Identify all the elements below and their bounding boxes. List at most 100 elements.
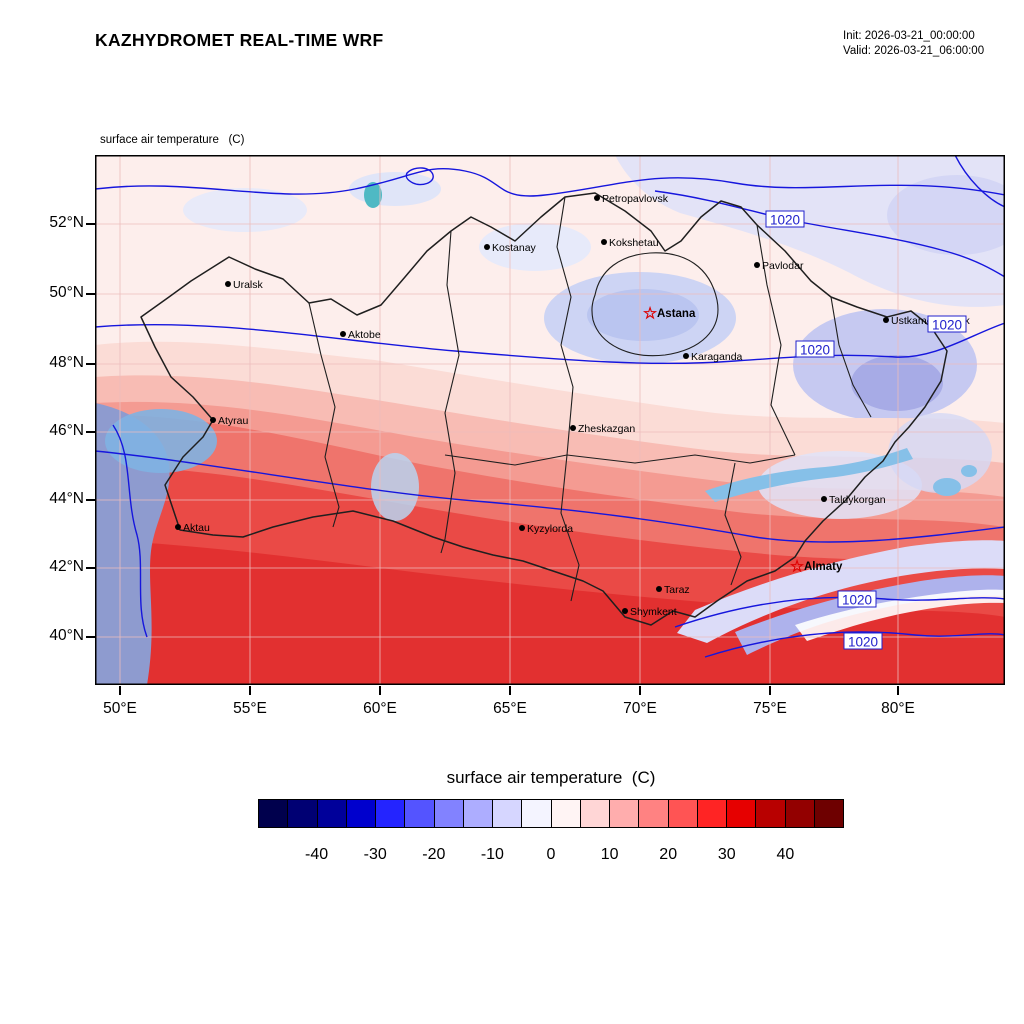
map-plot-area: Petropavlovsk Kostanay Kokshetau Pavlodar Ur…	[95, 155, 1005, 685]
y-tick-label: 40°N	[49, 627, 84, 644]
y-tick-mark	[86, 293, 95, 295]
city-dot-icon	[683, 353, 689, 359]
city-marker-taldykorgan: Taldykorgan	[821, 494, 886, 506]
y-tick-mark	[86, 431, 95, 433]
colorbar-segment	[317, 800, 347, 827]
city-marker-atyrau: Atyrau	[210, 415, 249, 427]
city-dot-icon	[622, 608, 628, 614]
init-time-label: Init: 2026-03-21_00:00:00	[843, 30, 975, 42]
star-icon: ☆	[643, 306, 658, 323]
pressure-value: 1020	[932, 318, 962, 333]
x-tick-label: 50°E	[103, 700, 137, 717]
colorbar-tick-label: -30	[363, 846, 387, 863]
city-label: Uralsk	[233, 279, 264, 291]
map-frame	[95, 155, 1005, 685]
colorbar-segment	[493, 800, 523, 827]
city-label: Almaty	[804, 561, 843, 573]
pressure-labels-layer: 1020 1020 1020 1020 1020	[765, 210, 967, 650]
y-tick-label: 46°N	[49, 422, 84, 439]
colorbar-segment	[727, 800, 757, 827]
colorbar-segment	[551, 800, 581, 827]
weather-map: Petropavlovsk Kostanay Kokshetau Pavlodar Ur…	[95, 155, 1005, 685]
pressure-contour-label: 1020	[843, 632, 883, 650]
city-marker-petropavlovsk: Petropavlovsk	[594, 193, 669, 205]
city-label: Taraz	[664, 584, 690, 596]
city-marker-kyzylorda: Kyzylorda	[519, 523, 573, 535]
y-tick-mark	[86, 567, 95, 569]
x-tick-label: 65°E	[493, 700, 527, 717]
city-label: Kostanay	[492, 242, 537, 254]
pressure-value: 1020	[842, 593, 872, 608]
colorbar-segment	[259, 800, 289, 827]
city-dot-icon	[656, 586, 662, 592]
colorbar-segment	[756, 800, 786, 827]
colorbar-title: surface air temperature (C)	[446, 768, 656, 787]
x-tick-mark	[379, 686, 381, 695]
y-tick-label: 52°N	[49, 214, 84, 231]
city-label: Shymkent	[630, 606, 677, 618]
city-dot-icon	[210, 417, 216, 423]
city-dot-icon	[225, 281, 231, 287]
city-label: Zheskazgan	[578, 423, 635, 435]
pressure-value: 1020	[770, 213, 800, 228]
x-tick-mark	[639, 686, 641, 695]
y-tick-mark	[86, 636, 95, 638]
city-marker-kostanay: Kostanay	[484, 242, 537, 254]
colorbar-segment	[346, 800, 376, 827]
colorbar-segment	[785, 800, 815, 827]
city-marker-aktobe: Aktobe	[340, 329, 381, 341]
colorbar-segment	[814, 800, 843, 827]
graticule-layer	[95, 155, 1005, 685]
field-label-temperature: surface air temperature (C)	[100, 134, 245, 146]
city-dot-icon	[754, 262, 760, 268]
colorbar-tick-label: -40	[305, 846, 329, 863]
x-tick-label: 80°E	[881, 700, 915, 717]
pressure-value: 1020	[800, 343, 830, 358]
city-label: Atyrau	[218, 415, 249, 427]
city-label: Kokshetau	[609, 237, 659, 249]
city-marker-uralsk: Uralsk	[225, 279, 264, 291]
city-marker-aktau: Aktau	[175, 522, 210, 534]
y-tick-label: 44°N	[49, 490, 84, 507]
city-marker-pavlodar: Pavlodar	[754, 260, 804, 272]
figure-title: KAZHYDROMET REAL-TIME WRF	[95, 30, 384, 50]
city-dot-icon	[519, 525, 525, 531]
y-tick-label: 50°N	[49, 284, 84, 301]
valid-time-label: Valid: 2026-03-21_06:00:00	[843, 44, 985, 57]
city-marker-zheskazgan: Zheskazgan	[570, 423, 635, 435]
border-layer	[140, 192, 948, 626]
y-tick-label: 42°N	[49, 558, 84, 575]
x-tick-label: 55°E	[233, 700, 267, 717]
colorbar-segment	[522, 800, 552, 827]
city-marker-astana: ☆ Astana	[643, 306, 696, 323]
colorbar-segment	[288, 800, 318, 827]
city-marker-karaganda: Karaganda	[683, 351, 743, 363]
city-label: Taldykorgan	[829, 494, 886, 506]
x-tick-mark	[119, 686, 121, 695]
cities-layer: Petropavlovsk Kostanay Kokshetau Pavlodar Ur…	[175, 193, 971, 618]
city-dot-icon	[340, 331, 346, 337]
colorbar-segment	[434, 800, 464, 827]
x-tick-mark	[769, 686, 771, 695]
colorbar-tick-label: -10	[480, 846, 504, 863]
city-dot-icon	[883, 317, 889, 323]
city-marker-kokshetau: Kokshetau	[601, 237, 659, 249]
city-label: Petropavlovsk	[602, 193, 669, 205]
city-marker-taraz: Taraz	[656, 584, 690, 596]
city-label: Karaganda	[691, 351, 743, 363]
city-label: Aktau	[183, 522, 210, 534]
colorbar-tick-label: 40	[776, 846, 795, 863]
city-dot-icon	[570, 425, 576, 431]
city-label: Astana	[657, 308, 696, 320]
pressure-contour-label: 1020	[795, 340, 835, 358]
pressure-contour-label: 1020	[927, 315, 967, 333]
x-tick-mark	[509, 686, 511, 695]
x-tick-mark	[897, 686, 899, 695]
pressure-value: 1020	[848, 635, 878, 650]
pressure-contour-label: 1020	[837, 590, 877, 608]
colorbar-segment	[639, 800, 669, 827]
colorbar-segment	[697, 800, 727, 827]
colorbar-tick-label: 10	[600, 846, 619, 863]
city-label: Aktobe	[348, 329, 381, 341]
